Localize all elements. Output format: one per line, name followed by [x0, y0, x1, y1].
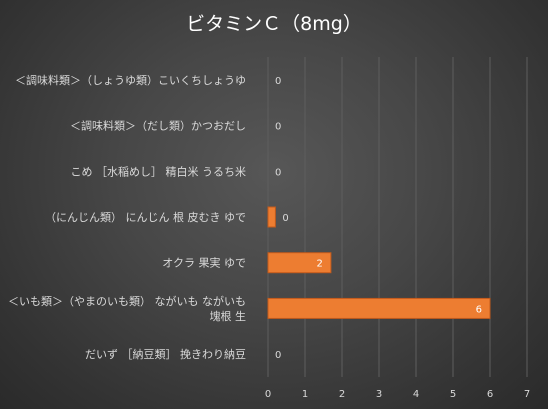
category-label: だいず ［納豆類］ 挽きわり納豆	[85, 347, 246, 361]
data-label: 0	[275, 350, 281, 361]
data-label: 0	[275, 122, 281, 133]
category-labels: ＜調味料類＞（しょうゆ類）こいくちしょうゆ ＜調味料類＞（だし類）かつおだしこめ …	[8, 73, 246, 361]
data-labels: 0 0 0 0 2 6 0	[275, 76, 482, 361]
data-label: 0	[275, 167, 281, 178]
x-tick-label: 2	[339, 389, 345, 400]
x-tick-label: 1	[302, 389, 308, 400]
gridlines	[267, 57, 528, 377]
chart-title: ビタミンＣ（8mg）	[186, 13, 362, 35]
data-label: 0	[275, 76, 281, 87]
x-tick-label: 3	[376, 389, 382, 400]
category-label: ＜調味料類＞（だし類）かつおだし	[70, 119, 246, 133]
x-tick-label: 0	[265, 389, 271, 400]
data-label: 2	[317, 259, 323, 270]
bars	[267, 206, 491, 319]
data-label: 0	[282, 213, 288, 224]
category-label: 塊根 生	[210, 309, 247, 323]
category-label: オクラ 果実 ゆで	[162, 256, 246, 270]
data-label: 6	[476, 304, 482, 315]
category-label: ＜いも類＞（やまのいも類） ながいも ながいも	[8, 294, 246, 308]
category-label: ＜調味料類＞（しょうゆ類）こいくちしょうゆ	[15, 73, 246, 87]
x-tick-label: 6	[487, 389, 493, 400]
category-label: こめ ［水稲めし］ 精白米 うるち米	[71, 164, 247, 178]
x-tick-label: 4	[413, 389, 419, 400]
bar	[267, 206, 276, 228]
bar	[267, 252, 332, 274]
x-axis-ticks: 0 1 2 3 4 5 6 7	[265, 389, 530, 400]
category-label: （にんじん類） にんじん 根 皮むき ゆで	[45, 210, 246, 224]
x-tick-label: 5	[450, 389, 456, 400]
bar	[267, 297, 491, 319]
x-tick-label: 7	[524, 389, 530, 400]
